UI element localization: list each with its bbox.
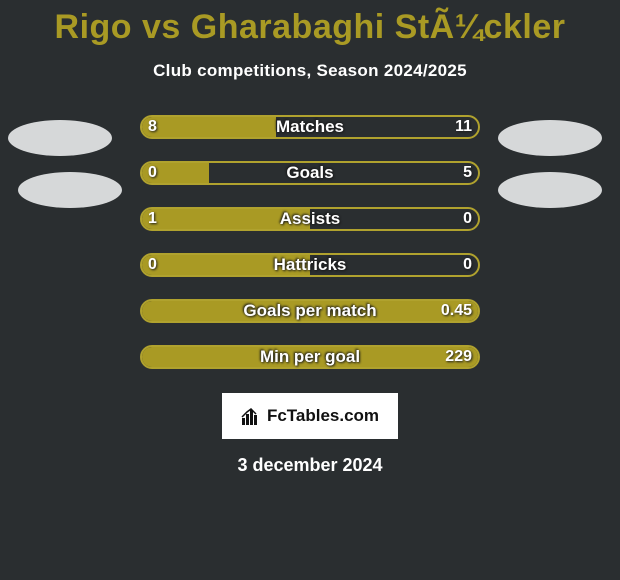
stat-value-right: 0 [463,253,472,277]
stat-bar-track [140,345,480,369]
stat-bar-fill-left [142,209,310,229]
stat-value-right: 229 [445,345,472,369]
player-photo-placeholder [18,172,122,208]
stat-bar-fill-left [142,255,310,275]
stat-row: Min per goal229 [0,339,620,385]
stat-row: Hattricks00 [0,247,620,293]
stat-value-left: 1 [148,207,157,231]
stat-bar-track [140,253,480,277]
snapshot-date: 3 december 2024 [0,455,620,476]
stat-value-right: 5 [463,161,472,185]
stat-bar-fill-left [142,301,478,321]
comparison-subtitle: Club competitions, Season 2024/2025 [0,61,620,81]
stat-value-left: 0 [148,253,157,277]
stat-value-left: 0 [148,161,157,185]
stat-bar-fill-left [142,117,276,137]
player-photo-placeholder [498,172,602,208]
logo-text: FcTables.com [267,406,379,426]
stat-value-right: 11 [455,115,472,139]
stat-bar-track [140,115,480,139]
player-photo-placeholder [498,120,602,156]
fctables-logo: FcTables.com [222,393,398,439]
stat-value-right: 0 [463,207,472,231]
stat-bar-track [140,207,480,231]
comparison-title: Rigo vs Gharabaghi StÃ¼ckler [0,0,620,47]
stat-bar-track [140,299,480,323]
chart-bars-icon [241,406,261,426]
stat-value-right: 0.45 [441,299,472,323]
stat-row: Assists10 [0,201,620,247]
stat-row: Goals per match0.45 [0,293,620,339]
stat-bar-track [140,161,480,185]
player-photo-placeholder [8,120,112,156]
stat-bar-fill-left [142,347,478,367]
stat-value-left: 8 [148,115,157,139]
